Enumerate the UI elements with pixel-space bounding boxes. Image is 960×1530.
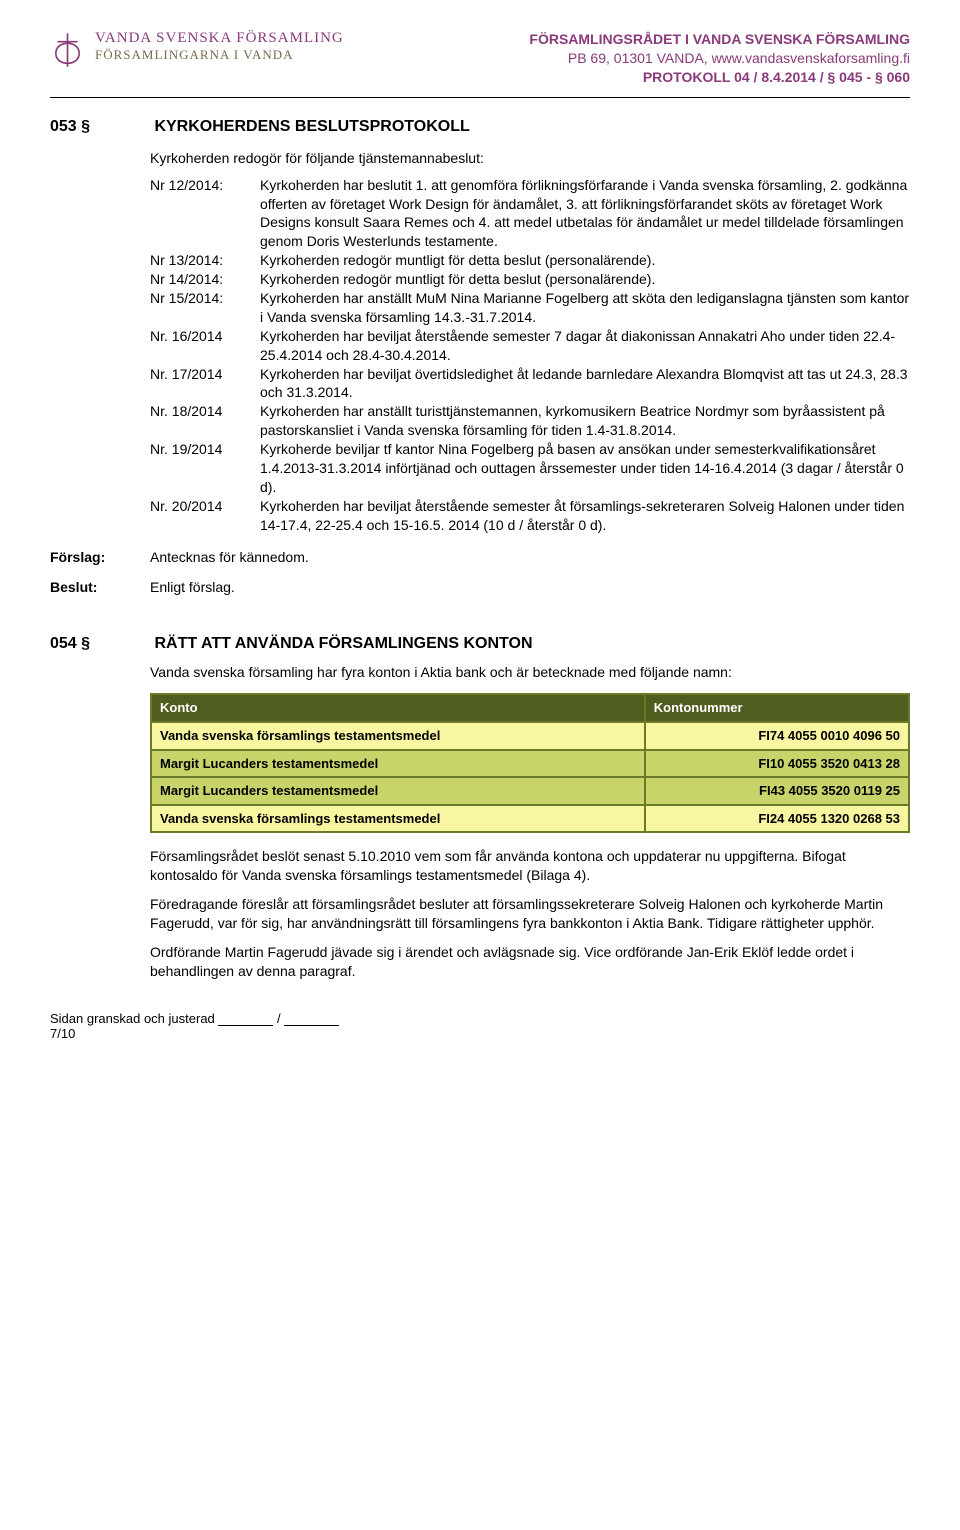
item-text: Kyrkoherden har beviljat övertidsledighe… — [260, 365, 910, 403]
section-054-num: 054 § — [50, 635, 150, 653]
table-row: Margit Lucanders testamentsmedelFI43 405… — [151, 777, 909, 805]
item-text: Kyrkoherden redogör muntligt för detta b… — [260, 270, 910, 289]
footer-signature-line — [284, 1025, 339, 1026]
header-right-line1: FÖRSAMLINGSRÅDET I VANDA SVENSKA FÖRSAML… — [529, 30, 910, 49]
section-053-num: 053 § — [50, 118, 150, 136]
accounts-col-kontonummer: Kontonummer — [645, 694, 909, 722]
item-label: Nr 15/2014: — [150, 289, 260, 327]
account-name: Margit Lucanders testamentsmedel — [151, 750, 645, 778]
church-logo-icon — [50, 30, 85, 70]
account-number: FI24 4055 1320 0268 53 — [645, 805, 909, 833]
forslag-label: Förslag: — [50, 549, 150, 565]
header-right: FÖRSAMLINGSRÅDET I VANDA SVENSKA FÖRSAML… — [529, 30, 910, 87]
account-number: FI43 4055 3520 0119 25 — [645, 777, 909, 805]
table-row: Margit Lucanders testamentsmedelFI10 405… — [151, 750, 909, 778]
account-name: Margit Lucanders testamentsmedel — [151, 777, 645, 805]
item-label: Nr 13/2014: — [150, 251, 260, 270]
item-text: Kyrkoherden har anställt turisttjänstema… — [260, 402, 910, 440]
section-053-items: Nr 12/2014: Kyrkoherden har beslutit 1. … — [150, 176, 910, 535]
item-label: Nr 14/2014: — [150, 270, 260, 289]
section-054-title: RÄTT ATT ANVÄNDA FÖRSAMLINGENS KONTON — [154, 635, 532, 652]
item-text: Kyrkoherden har beviljat återstående sem… — [260, 327, 910, 365]
item-text: Kyrkoherde beviljar tf kantor Nina Fogel… — [260, 440, 910, 497]
footer-signature-line — [218, 1025, 273, 1026]
account-name: Vanda svenska församlings testamentsmede… — [151, 722, 645, 750]
section-053: 053 § KYRKOHERDENS BESLUTSPROTOKOLL Kyrk… — [50, 118, 910, 595]
footer-text: Sidan granskad och justerad — [50, 1011, 215, 1026]
page-header: VANDA SVENSKA FÖRSAMLING FÖRSAMLINGARNA … — [50, 30, 910, 98]
org-name-line1: VANDA SVENSKA FÖRSAMLING — [95, 30, 344, 47]
page-number: 7/10 — [50, 1026, 910, 1041]
accounts-col-konto: Konto — [151, 694, 645, 722]
account-number: FI74 4055 0010 4096 50 — [645, 722, 909, 750]
item-text: Kyrkoherden har beviljat återstående sem… — [260, 497, 910, 535]
page-footer: Sidan granskad och justerad / 7/10 — [50, 1011, 910, 1041]
item-label: Nr. 19/2014 — [150, 440, 260, 497]
item-label: Nr. 16/2014 — [150, 327, 260, 365]
account-name: Vanda svenska församlings testamentsmede… — [151, 805, 645, 833]
section-054-para2: Föredragande föreslår att församlingsråd… — [150, 895, 910, 933]
section-054-para3: Ordförande Martin Fagerudd jävade sig i … — [150, 943, 910, 981]
header-left: VANDA SVENSKA FÖRSAMLING FÖRSAMLINGARNA … — [50, 30, 344, 70]
beslut-text: Enligt förslag. — [150, 579, 910, 595]
section-054-intro: Vanda svenska församling har fyra konton… — [150, 663, 910, 682]
section-054: 054 § RÄTT ATT ANVÄNDA FÖRSAMLINGENS KON… — [50, 635, 910, 981]
item-label: Nr. 18/2014 — [150, 402, 260, 440]
org-names: VANDA SVENSKA FÖRSAMLING FÖRSAMLINGARNA … — [95, 30, 344, 63]
accounts-table: Konto Kontonummer Vanda svenska församli… — [150, 693, 910, 833]
org-name-line2: FÖRSAMLINGARNA I VANDA — [95, 47, 344, 63]
item-label: Nr. 20/2014 — [150, 497, 260, 535]
section-053-title: KYRKOHERDENS BESLUTSPROTOKOLL — [154, 118, 469, 135]
item-text: Kyrkoherden redogör muntligt för detta b… — [260, 251, 910, 270]
forslag-row: Förslag: Antecknas för kännedom. — [50, 549, 910, 565]
beslut-label: Beslut: — [50, 579, 150, 595]
section-054-para1: Församlingsrådet beslöt senast 5.10.2010… — [150, 847, 910, 885]
table-row: Vanda svenska församlings testamentsmede… — [151, 805, 909, 833]
section-053-intro: Kyrkoherden redogör för följande tjänste… — [150, 150, 910, 166]
item-text: Kyrkoherden har beslutit 1. att genomför… — [260, 176, 910, 252]
account-number: FI10 4055 3520 0413 28 — [645, 750, 909, 778]
page: VANDA SVENSKA FÖRSAMLING FÖRSAMLINGARNA … — [0, 0, 960, 1061]
forslag-text: Antecknas för kännedom. — [150, 549, 910, 565]
item-label: Nr. 17/2014 — [150, 365, 260, 403]
header-right-line2: PB 69, 01301 VANDA, www.vandasvenskafors… — [529, 49, 910, 68]
item-text: Kyrkoherden har anställt MuM Nina Marian… — [260, 289, 910, 327]
table-row: Vanda svenska församlings testamentsmede… — [151, 722, 909, 750]
header-right-line3: PROTOKOLL 04 / 8.4.2014 / § 045 - § 060 — [529, 68, 910, 87]
beslut-row: Beslut: Enligt förslag. — [50, 579, 910, 595]
item-label: Nr 12/2014: — [150, 176, 260, 252]
